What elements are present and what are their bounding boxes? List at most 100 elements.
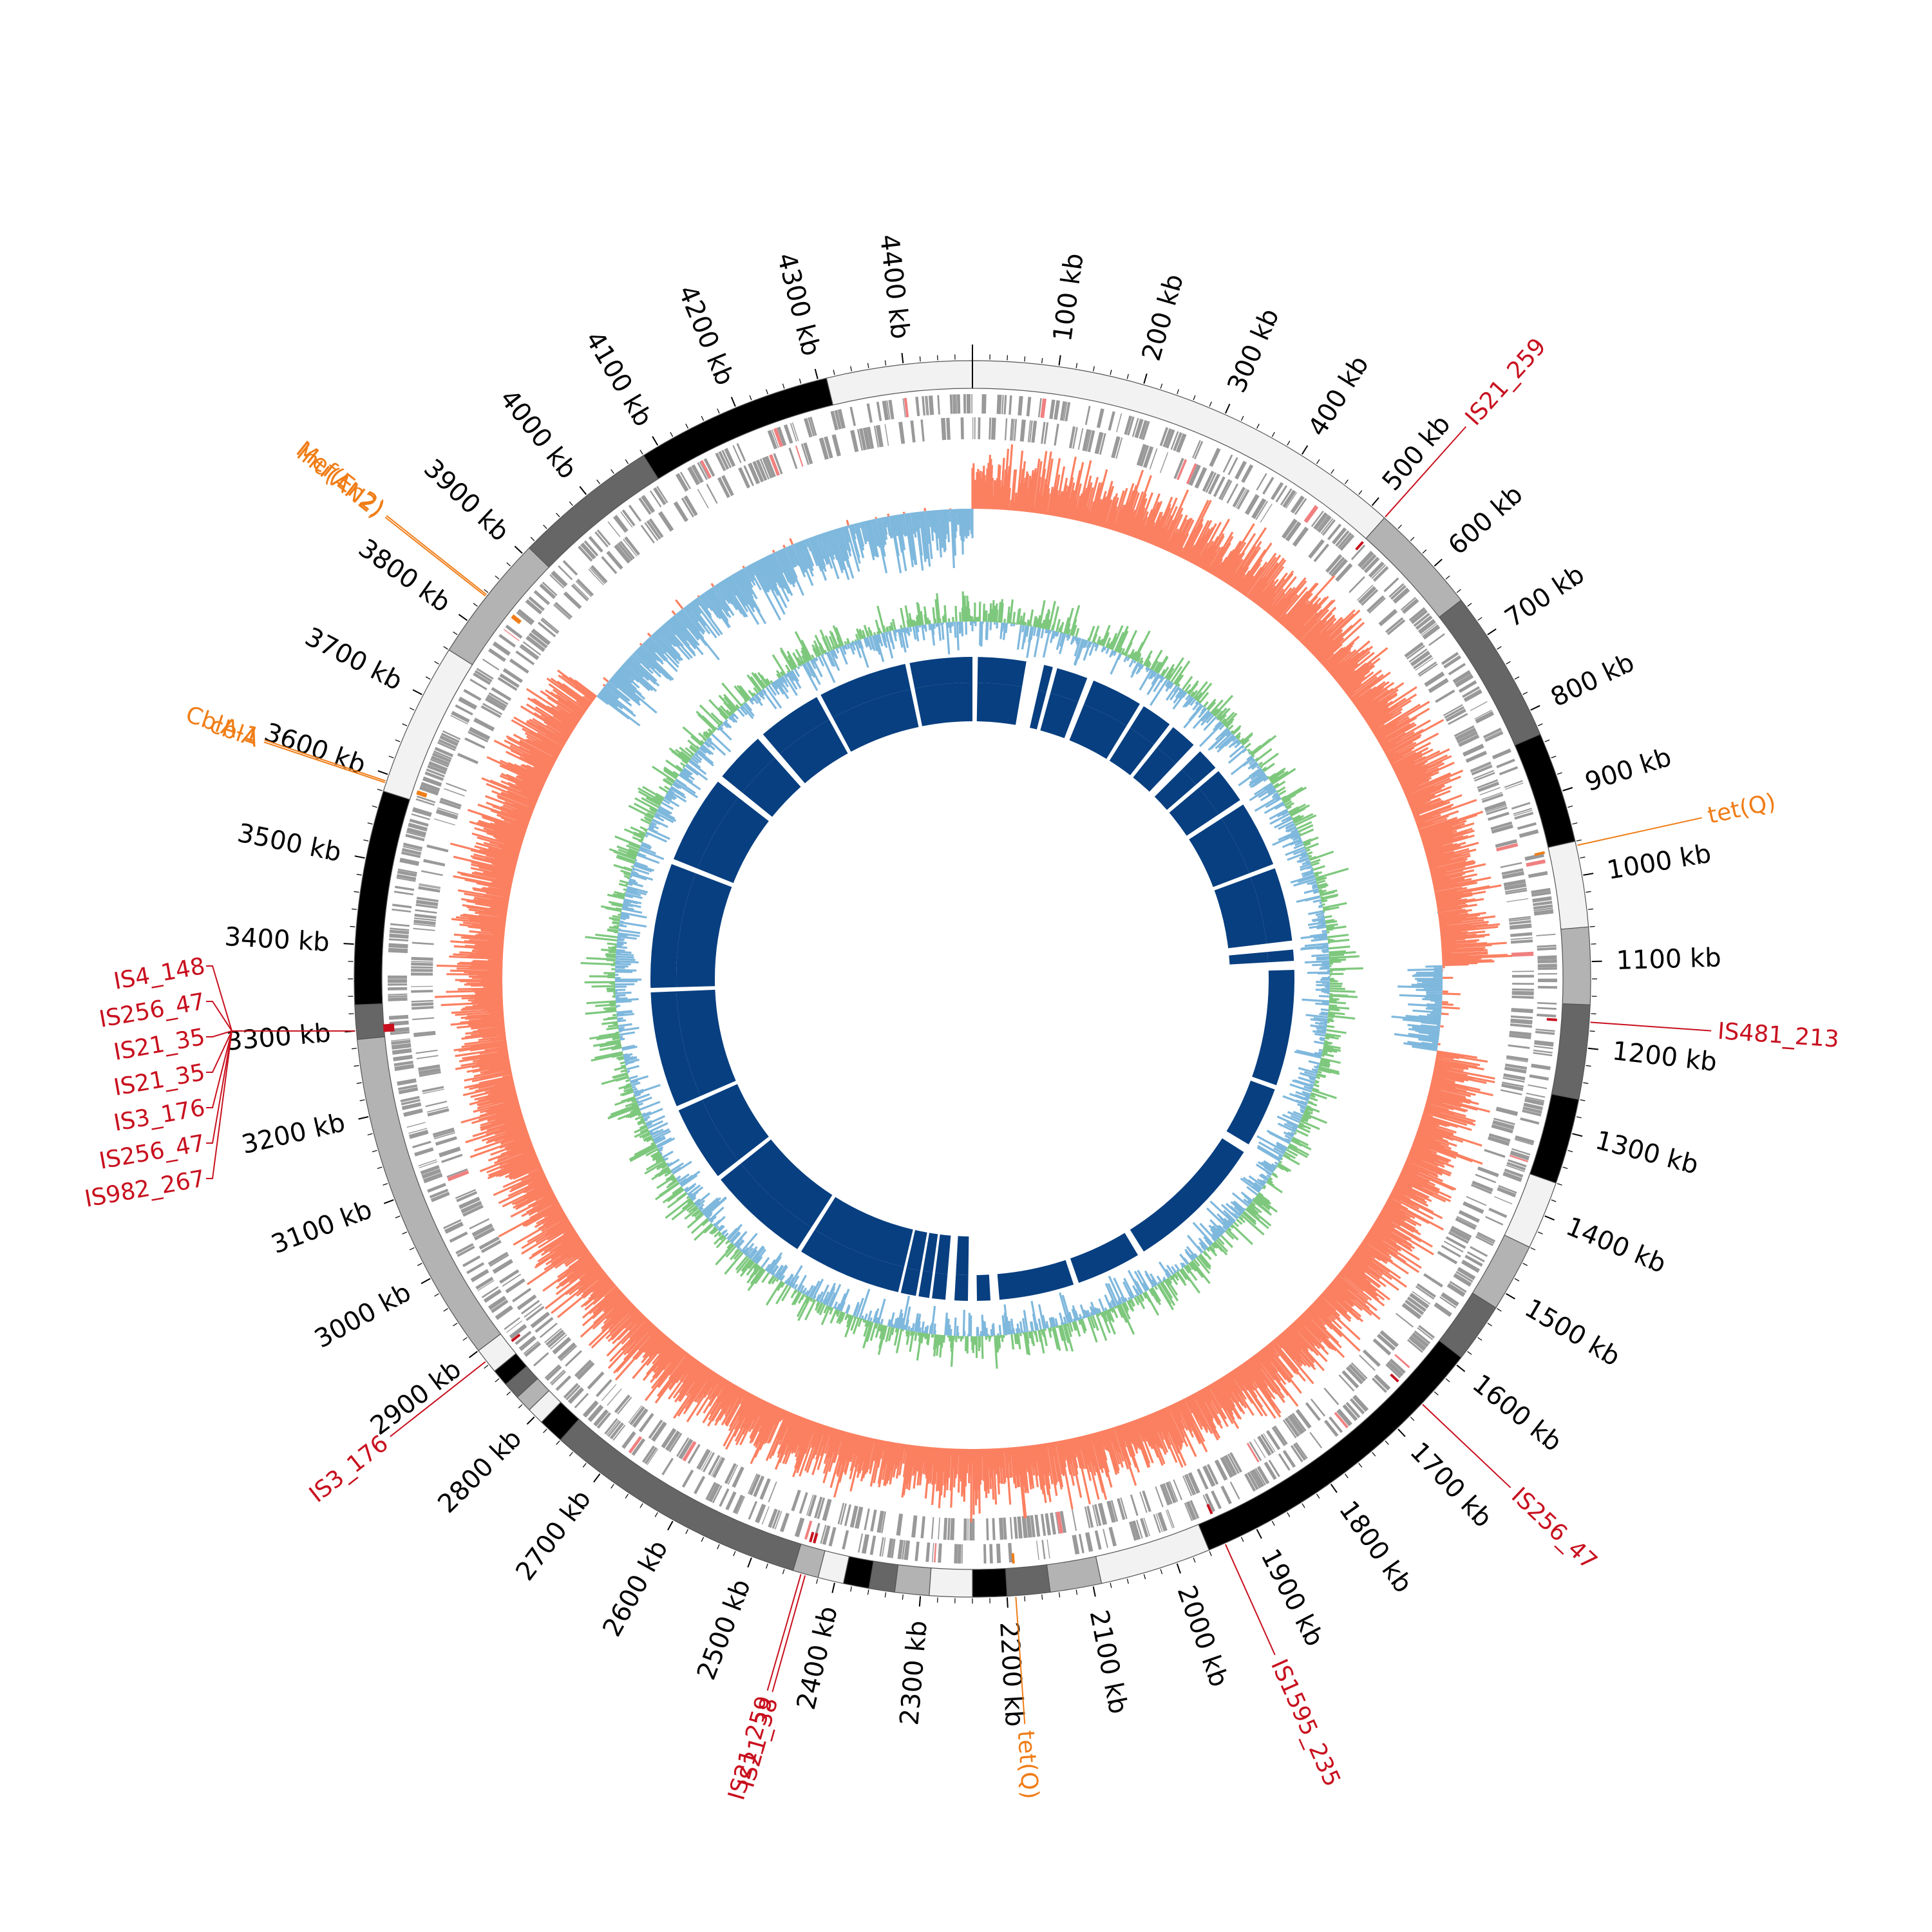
cds-feature <box>830 410 838 431</box>
signal-bar <box>1313 1017 1328 1021</box>
signal-bar <box>1133 630 1151 661</box>
signal-bar <box>563 1227 574 1236</box>
signal-bar <box>1042 629 1051 658</box>
signal-bar <box>1414 1138 1483 1165</box>
signal-bar <box>1055 1441 1064 1475</box>
cds-feature <box>1502 1081 1524 1088</box>
cds-feature <box>879 1537 884 1557</box>
signal-bar <box>1332 1279 1381 1320</box>
signal-bar <box>1274 1338 1314 1385</box>
cds-feature <box>1514 1139 1533 1146</box>
signal-bar <box>1227 572 1236 585</box>
signal-bar <box>1376 708 1430 741</box>
scale-tick <box>1126 374 1129 379</box>
signal-bar <box>946 509 951 542</box>
signal-bar <box>460 1018 504 1024</box>
signal-bar <box>1282 1095 1307 1106</box>
signal-bar <box>1198 1390 1206 1403</box>
signal-bar <box>1406 1157 1451 1177</box>
signal-bar <box>1142 1416 1164 1466</box>
scale-tick <box>1006 1597 1009 1608</box>
cds-feature <box>1476 1234 1495 1244</box>
cds-feature <box>1028 420 1033 442</box>
signal-bar <box>887 513 890 517</box>
signal-bar <box>1119 1425 1133 1457</box>
signal-bar <box>1147 511 1162 544</box>
signal-bar <box>710 587 732 618</box>
signal-bar <box>509 1159 540 1175</box>
signal-bar <box>1139 1417 1151 1447</box>
signal-bar <box>1375 1220 1408 1241</box>
cds-feature <box>882 1537 886 1557</box>
scale-tick <box>354 1065 359 1067</box>
signal-bar <box>536 739 561 755</box>
signal-bar <box>1278 830 1298 841</box>
signal-bar <box>484 1046 507 1052</box>
cds-feature <box>1434 1302 1452 1317</box>
signal-bar <box>494 821 526 834</box>
cds-feature <box>957 1544 961 1564</box>
signal-bar <box>478 1079 514 1090</box>
signal-bar <box>461 1032 506 1040</box>
signal-bar <box>1224 1374 1247 1409</box>
cds-feature <box>617 542 634 561</box>
signal-bar <box>1294 1320 1318 1345</box>
cds-feature <box>1290 1445 1303 1463</box>
signal-bar <box>1417 1130 1448 1143</box>
signal-bar <box>1108 1428 1118 1451</box>
signal-bar <box>469 1135 530 1159</box>
signal-bar <box>1424 1106 1441 1114</box>
signal-bar <box>526 688 579 724</box>
signal-bar <box>1329 1283 1354 1305</box>
signal-bar <box>1275 594 1298 621</box>
signal-bar <box>500 1132 529 1144</box>
signal-bar <box>506 773 542 791</box>
signal-bar <box>1342 665 1376 691</box>
signal-bar <box>1394 1033 1439 1041</box>
signal-bar <box>478 1094 518 1107</box>
cds-feature <box>1504 1063 1528 1070</box>
cds-feature <box>515 1331 532 1345</box>
signal-bar <box>1435 1056 1481 1066</box>
cds-feature <box>1508 1044 1530 1049</box>
signal-bar <box>1441 939 1479 944</box>
cds-feature <box>1490 821 1513 830</box>
cds-feature <box>1374 1374 1391 1391</box>
cds-feature <box>470 1269 489 1283</box>
cds-feature <box>1027 420 1031 442</box>
signal-bar <box>507 737 556 764</box>
signal-bar <box>1339 1271 1365 1292</box>
signal-bar <box>498 844 520 853</box>
signal-bar <box>1175 674 1184 686</box>
signal-bar <box>935 1448 941 1492</box>
cds-feature <box>389 1020 409 1027</box>
signal-bar <box>1305 632 1321 649</box>
signal-bar <box>470 984 503 987</box>
cds-feature <box>632 1408 649 1428</box>
signal-bar <box>1412 1144 1433 1154</box>
signal-bar <box>1283 1122 1297 1131</box>
signal-bar <box>993 481 998 509</box>
signal-bar <box>883 1441 893 1486</box>
cds-feature <box>1458 680 1477 693</box>
signal-bar <box>1155 1411 1172 1446</box>
cds-feature <box>426 1106 449 1113</box>
signal-bar <box>518 741 557 762</box>
signal-bar <box>1184 547 1193 561</box>
signal-bar <box>1111 625 1124 650</box>
signal-bar <box>499 764 545 787</box>
cds-feature <box>732 445 742 464</box>
signal-bar <box>1431 874 1446 880</box>
signal-bar <box>500 792 536 808</box>
signal-bar <box>1236 735 1240 740</box>
cds-feature <box>1408 607 1426 622</box>
signal-bar <box>1424 834 1475 851</box>
signal-bar <box>632 1336 669 1379</box>
signal-bar <box>1150 649 1163 670</box>
signal-bar <box>829 1429 840 1458</box>
signal-bar <box>663 623 684 647</box>
scale-tick <box>867 363 869 368</box>
signal-bar <box>1179 500 1209 558</box>
signal-bar <box>1319 1012 1329 1016</box>
cds-feature <box>1249 1441 1262 1461</box>
